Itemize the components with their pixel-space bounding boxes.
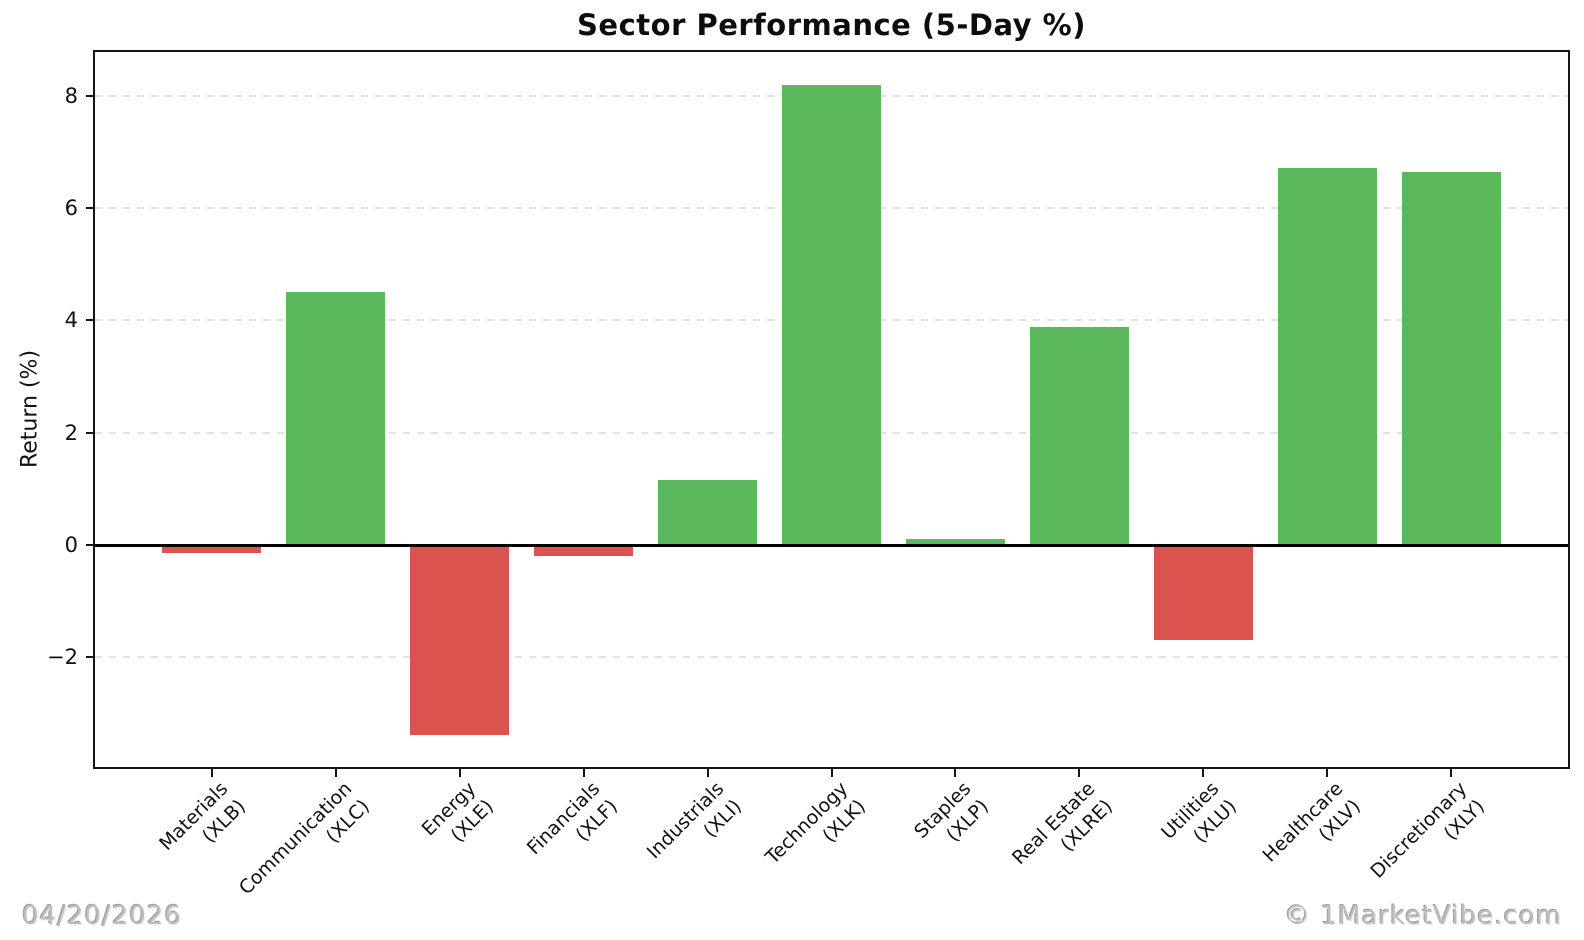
y-tick-mark — [86, 432, 95, 434]
y-tick-label: 8 — [64, 84, 78, 108]
bar-staples-xlp — [906, 539, 1005, 545]
x-tick-mark — [954, 768, 956, 777]
x-tick-mark — [211, 768, 213, 777]
bar-real-estate-xlre — [1030, 327, 1129, 545]
x-tick-mark — [459, 768, 461, 777]
zero-axis-line — [95, 544, 1568, 547]
x-tick-mark — [1326, 768, 1328, 777]
bar-energy-xle — [410, 545, 509, 735]
y-axis-label: Return (%) — [17, 349, 43, 469]
x-tick-mark — [1078, 768, 1080, 777]
bar-utilities-xlu — [1154, 545, 1253, 640]
date-label: 04/20/2026 — [22, 901, 182, 931]
y-tick-label: 6 — [64, 196, 78, 220]
x-tick-mark — [335, 768, 337, 777]
bar-communication-xlc — [286, 292, 385, 545]
x-tick-mark — [831, 768, 833, 777]
y-tick-label: 4 — [64, 308, 78, 332]
chart-title: Sector Performance (5-Day %) — [577, 8, 1086, 42]
gridline-y--2 — [95, 656, 1568, 658]
bar-materials-xlb — [162, 545, 261, 553]
y-tick-mark — [86, 207, 95, 209]
bar-discretionary-xly — [1402, 172, 1501, 545]
copyright-label: © 1MarketVibe.com — [1284, 901, 1562, 931]
y-tick-label: 0 — [64, 533, 78, 557]
plot-area — [95, 52, 1568, 767]
bar-technology-xlk — [782, 85, 881, 545]
y-tick-mark — [86, 656, 95, 658]
y-tick-label: −2 — [47, 645, 78, 669]
y-tick-mark — [86, 544, 95, 546]
x-tick-mark — [1450, 768, 1452, 777]
bar-industrials-xli — [658, 480, 757, 545]
bar-financials-xlf — [534, 545, 633, 556]
bar-healthcare-xlv — [1278, 168, 1377, 545]
x-tick-mark — [1202, 768, 1204, 777]
y-tick-label: 2 — [64, 421, 78, 445]
y-tick-mark — [86, 319, 95, 321]
y-tick-mark — [86, 95, 95, 97]
x-tick-mark — [583, 768, 585, 777]
x-tick-mark — [707, 768, 709, 777]
